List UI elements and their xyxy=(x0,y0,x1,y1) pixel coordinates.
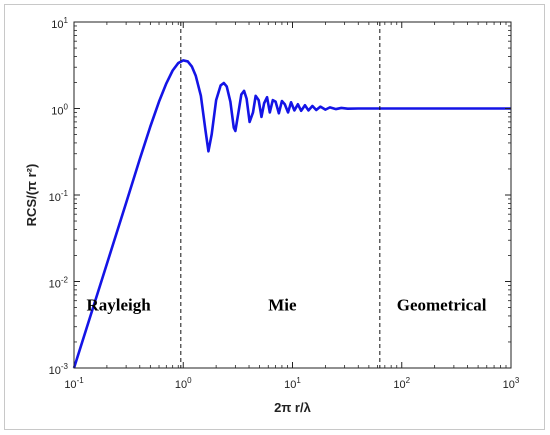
y-tick-label: 100 xyxy=(51,103,68,118)
x-tick-label: 103 xyxy=(503,376,520,391)
ticks-layer: 10-1 100 101 102 103 10-3 10-2 10-1 100 101 xyxy=(49,16,520,391)
series-line-0 xyxy=(72,59,511,369)
x-tick-label: 100 xyxy=(175,376,192,391)
region-annotations: Rayleigh Mie Geometrical xyxy=(86,296,486,315)
plot-area-box xyxy=(73,21,512,369)
y-tick-label: 10-3 xyxy=(49,362,69,377)
y-tick-label: 101 xyxy=(51,16,68,31)
x-tick-label: 10-1 xyxy=(64,376,84,391)
region-label-mie: Mie xyxy=(268,296,297,315)
y-tick-label: 10-1 xyxy=(49,189,69,204)
region-divider-layer xyxy=(180,22,381,368)
x-tick-label: 101 xyxy=(284,376,301,391)
y-axis-label: RCS/(π r²) xyxy=(24,164,39,227)
figure-frame xyxy=(4,4,545,430)
region-label-rayleigh: Rayleigh xyxy=(86,296,151,315)
region-label-geometrical: Geometrical xyxy=(397,296,487,315)
series-layer xyxy=(72,59,511,369)
y-tick-label: 10-2 xyxy=(49,276,69,291)
x-axis-label: 2π r/λ xyxy=(274,400,311,415)
x-tick-label: 102 xyxy=(393,376,410,391)
